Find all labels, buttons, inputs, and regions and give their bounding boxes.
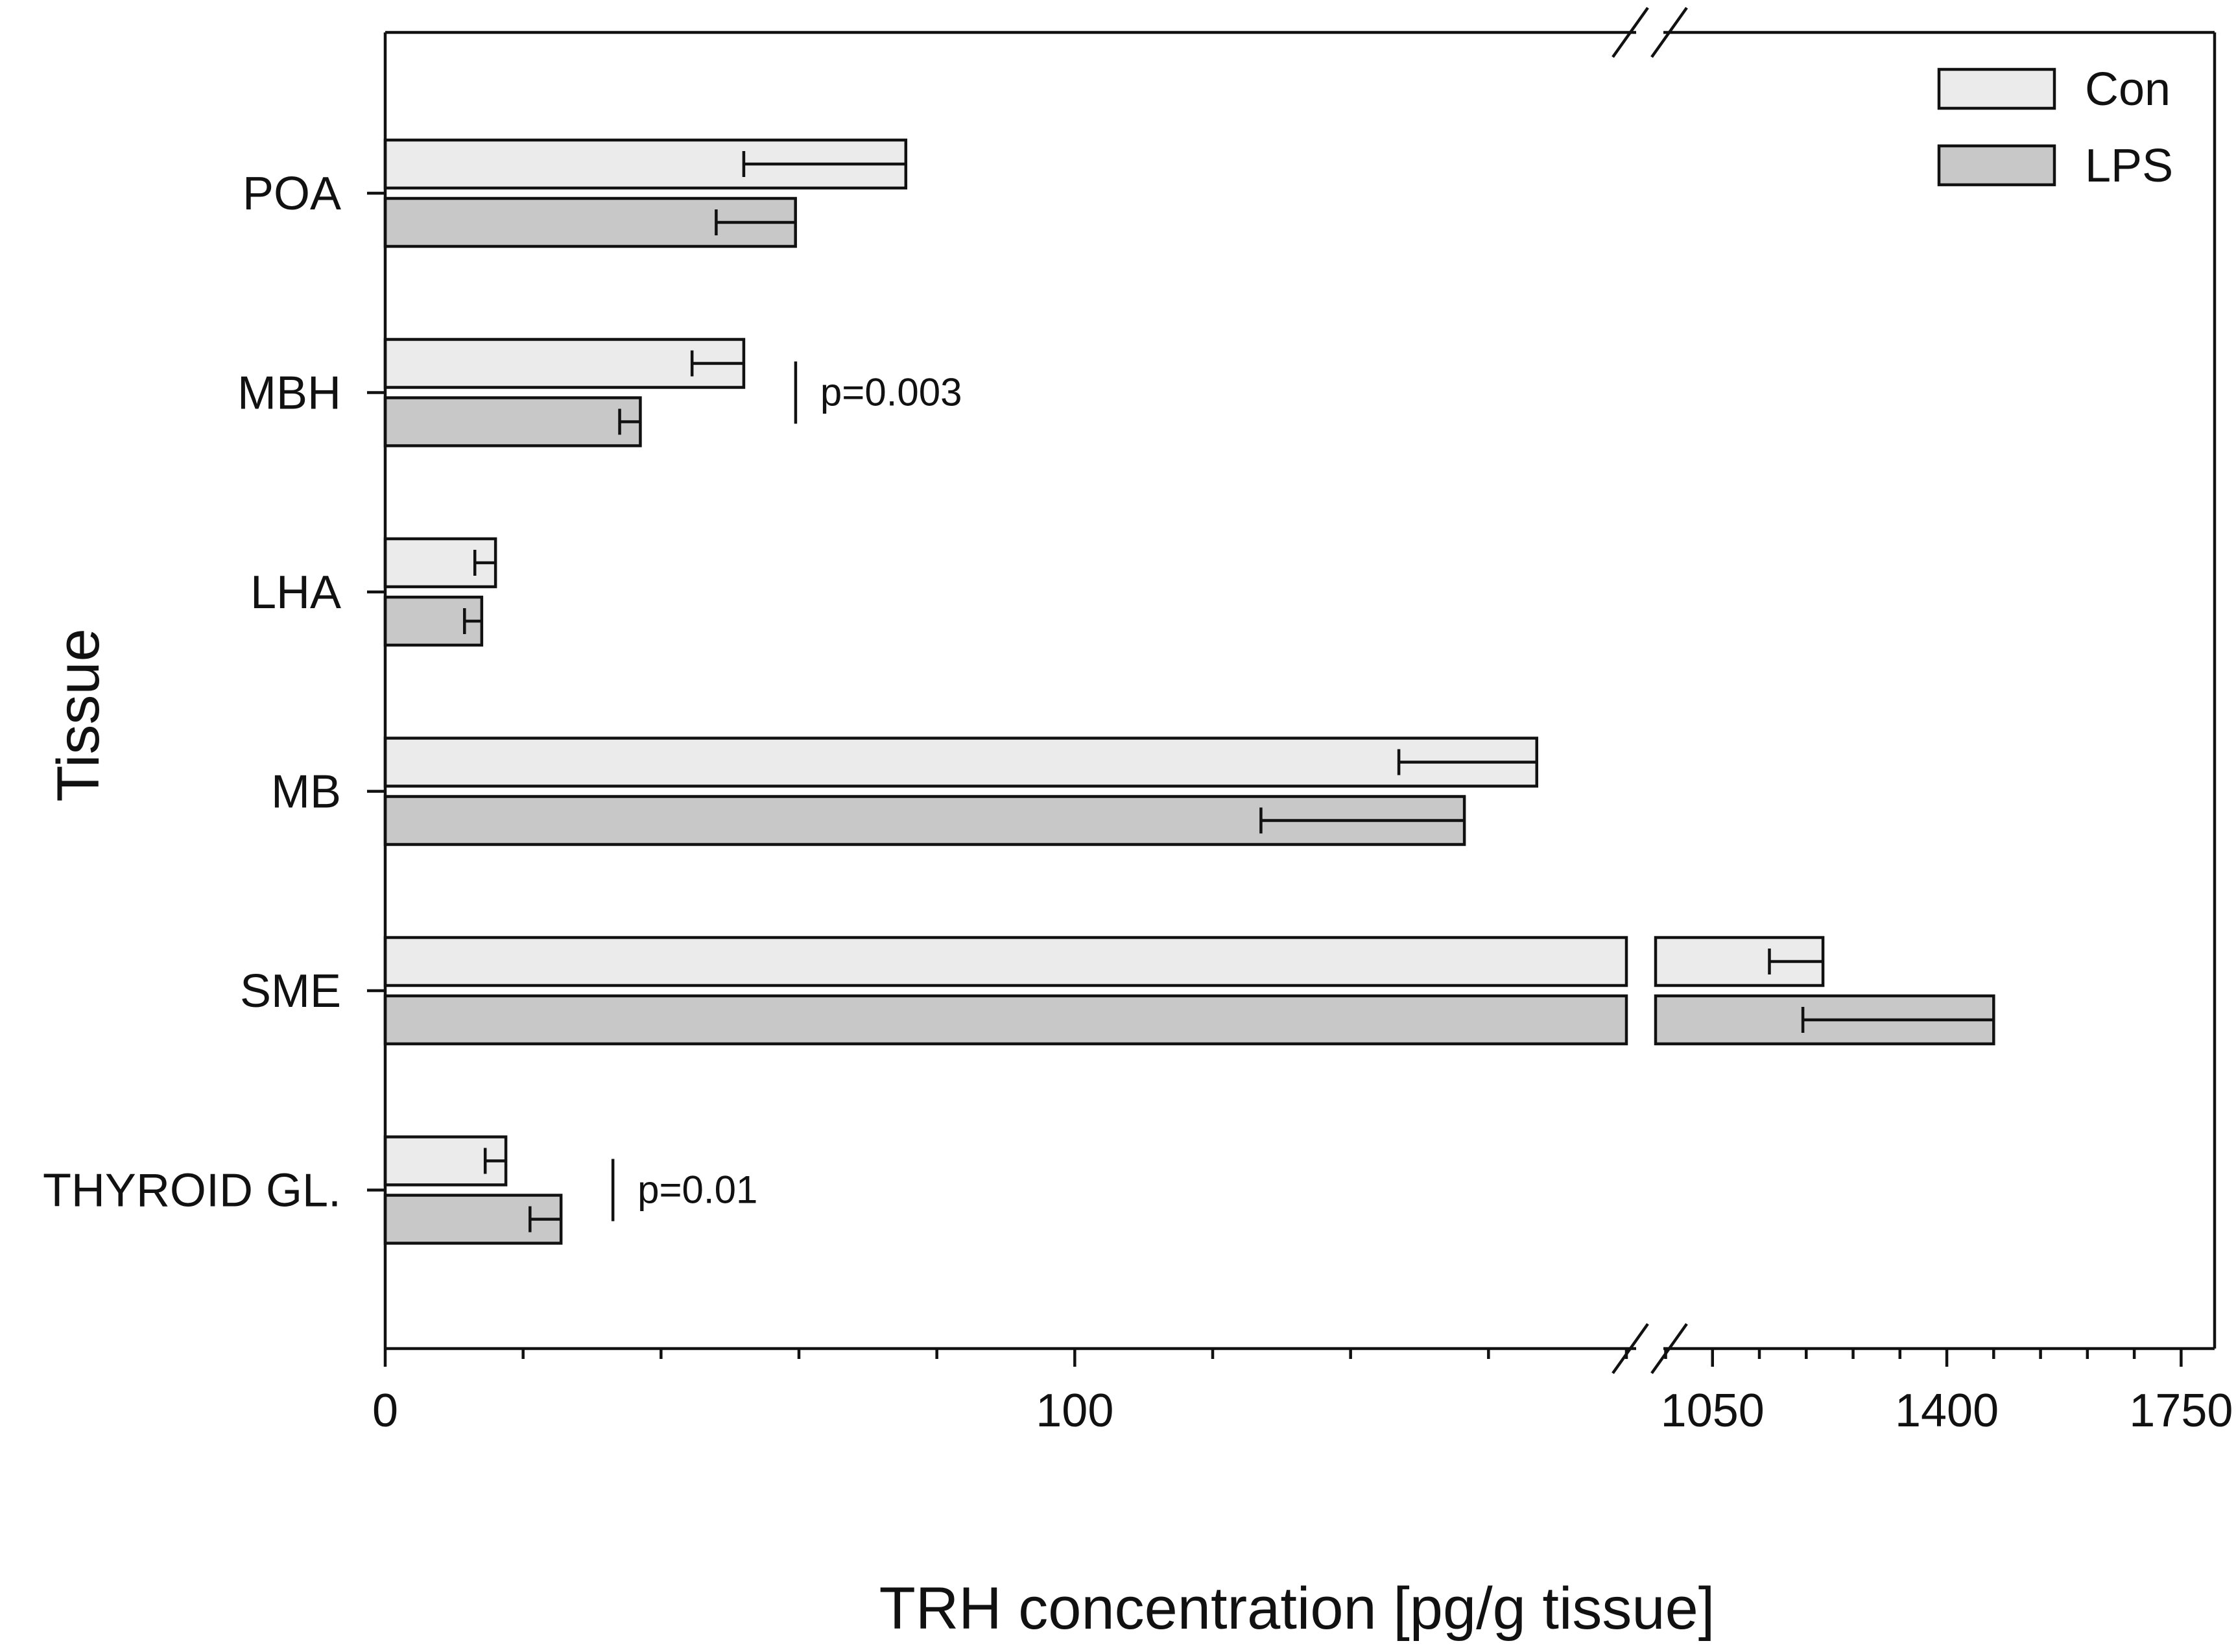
significance-label: p=0.003 [820,371,962,414]
ticks-group: POA MBH LHA MB SME THYROID GL. 0 100 1050 1400 175… [43,168,2233,1437]
y-tick-label: THYROID GL. [43,1165,341,1217]
bars-group [383,138,1995,1245]
x-axis-label: TRH concentration [pg/g tissue] [879,1575,1715,1642]
axis-break-mark [1612,6,1649,58]
axis-break-mark [1650,6,1688,58]
legend-label: LPS [2085,140,2173,192]
x-tick-label: 0 [372,1385,398,1437]
y-tick-label: POA [243,168,341,220]
bar [383,994,1628,1046]
y-tick-label: MB [271,766,341,818]
x-tick-label: 1050 [1661,1385,1765,1437]
bar [383,936,1628,987]
x-tick-label: 100 [1036,1385,1113,1437]
legend: Con LPS [1937,64,2173,192]
y-tick-label: LHA [250,567,341,619]
bar [383,737,1539,788]
significance-label: p=0.01 [637,1168,757,1212]
bar [383,396,642,447]
y-tick-label: MBH [237,368,341,419]
y-axis-label: Tissue [45,628,112,802]
y-tick-label: SME [240,965,341,1017]
legend-swatch [1937,144,2056,187]
legend-label: Con [2085,64,2171,115]
axis-break-mark [1650,1323,1688,1375]
axes-group [383,6,2217,1375]
x-tick-label: 1400 [1895,1385,1999,1437]
x-tick-label: 1750 [2129,1385,2233,1437]
legend-swatch [1937,67,2056,110]
bar [383,338,746,389]
annotations-group: p=0.003 p=0.01 [611,361,962,1221]
axis-break-mark [1612,1323,1649,1375]
